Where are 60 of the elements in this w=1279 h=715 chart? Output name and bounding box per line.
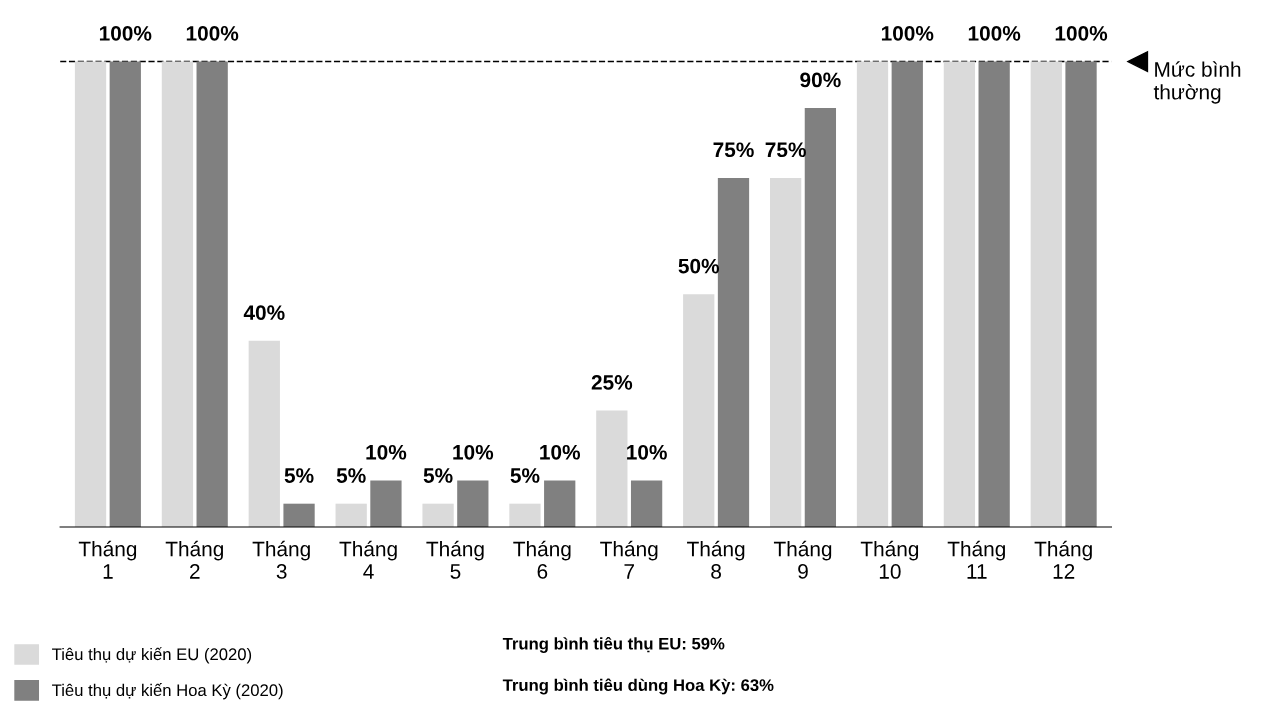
bar: [283, 503, 315, 527]
data-label: 10%: [627, 444, 667, 460]
data-label: 10%: [366, 444, 407, 460]
bar: [856, 61, 889, 527]
bar: [804, 108, 837, 527]
bar: [74, 61, 107, 527]
data-label: 5%: [336, 468, 366, 483]
data-label: 75%: [765, 142, 806, 158]
data-label: 90%: [800, 72, 841, 88]
data-label: 50%: [678, 258, 720, 274]
data-label: 5%: [423, 468, 453, 483]
data-label: 40%: [243, 305, 285, 320]
data-label: 5%: [284, 468, 314, 483]
x-tick-label: Tháng 3: [252, 540, 310, 579]
bar: [109, 61, 141, 527]
data-label: 100%: [186, 25, 239, 41]
x-tick-label: Tháng 5: [426, 540, 484, 579]
data-label: 100%: [99, 25, 152, 41]
data-label: 100%: [881, 25, 934, 41]
bar: [717, 177, 750, 527]
bar: [422, 503, 454, 527]
bar: [509, 503, 541, 527]
bar: [248, 340, 280, 527]
x-tick-label: Tháng 12: [1034, 540, 1092, 579]
x-tick-label: Tháng 4: [339, 540, 397, 579]
data-label: 100%: [1055, 25, 1108, 41]
data-label: 10%: [453, 444, 494, 460]
text: Trung bình tiêu dùng Hoa Kỳ: 63%: [502, 678, 774, 695]
legend-label: Mức bình thường: [1153, 61, 1241, 104]
bar: [1065, 61, 1097, 527]
x-tick-label: Tháng 10: [860, 540, 919, 579]
x-tick-label: Tháng 11: [947, 540, 1005, 579]
bar: [630, 480, 663, 527]
bar: [683, 294, 715, 527]
data-label: 75%: [713, 142, 754, 158]
bar: [544, 480, 576, 527]
bar: [978, 61, 1010, 527]
x-tick-label: Tháng 1: [78, 540, 137, 579]
bar: [335, 503, 367, 527]
bar: [891, 61, 923, 527]
bar: [596, 410, 628, 527]
x-tick-label: Tháng 2: [165, 540, 223, 579]
text: Trung bình tiêu thụ EU: 59%: [502, 636, 725, 653]
data-label: 10%: [540, 444, 581, 460]
bar: [196, 61, 228, 527]
bar: [161, 61, 194, 527]
x-tick-label: Tháng 7: [600, 540, 658, 579]
legend-label: Tiêu thụ dự kiến EU (2020): [52, 647, 252, 664]
bar: [769, 177, 802, 527]
data-label: 5%: [510, 468, 540, 483]
bar: [457, 480, 489, 527]
bar: [943, 61, 976, 527]
x-tick-label: Tháng 6: [513, 540, 571, 579]
data-label: 100%: [968, 25, 1021, 41]
bar: [1030, 61, 1062, 527]
x-tick-label: Tháng 8: [687, 540, 745, 579]
x-tick-label: Tháng 9: [773, 540, 832, 579]
bar: [370, 480, 402, 527]
legend-label: Tiêu thụ dự kiến Hoa Kỳ (2020): [52, 683, 283, 700]
data-label: 25%: [591, 375, 633, 390]
